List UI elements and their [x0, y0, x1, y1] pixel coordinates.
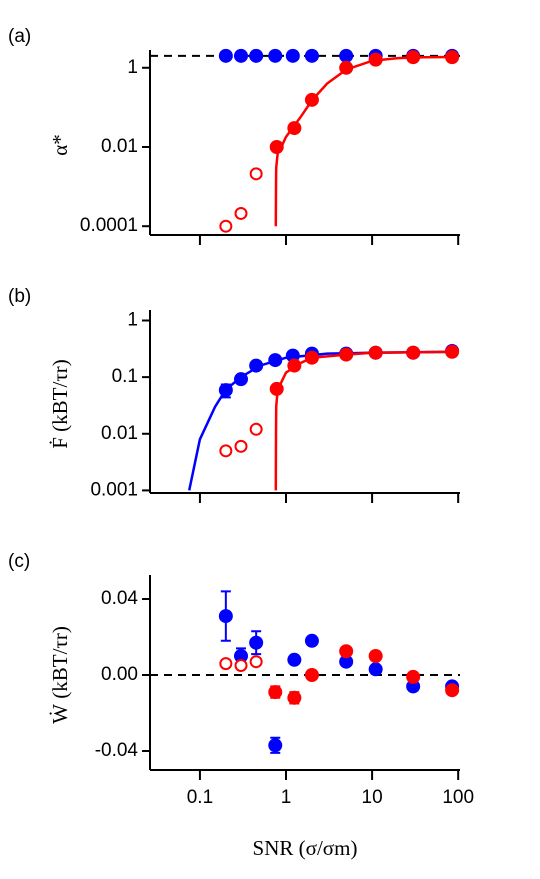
y-tick-label: 0.01 [101, 423, 138, 444]
x-tick-label: 100 [442, 787, 474, 808]
y-tick-label: 0.001 [90, 479, 138, 500]
data-point [249, 422, 263, 436]
data-point [445, 683, 460, 698]
data-point [304, 633, 319, 648]
y-tick-label: 0.01 [101, 136, 138, 157]
data-point [368, 649, 383, 663]
fit-curve [274, 55, 455, 227]
data-point [219, 657, 233, 671]
data-point [268, 738, 283, 753]
data-point [249, 167, 263, 181]
data-point [304, 350, 319, 365]
data-point [234, 206, 248, 220]
y-axis-label: α* [48, 134, 72, 156]
data-point [268, 48, 283, 63]
data-point [339, 48, 354, 63]
y-tick-label: -0.04 [95, 740, 139, 761]
data-point [339, 347, 354, 362]
data-point [218, 383, 233, 398]
y-axis-label: Ḟ (kBT/τr) [48, 359, 72, 449]
panel-label: (a) [8, 26, 31, 47]
data-point [234, 48, 249, 63]
data-point [249, 655, 263, 669]
data-point [234, 659, 248, 672]
data-point [445, 50, 460, 65]
y-tick-label: 0.04 [101, 588, 138, 609]
data-point [268, 685, 283, 700]
data-point [339, 654, 354, 669]
data-point [445, 344, 460, 359]
x-tick-label: 0.1 [187, 787, 213, 808]
data-point [249, 48, 264, 63]
data-point [304, 48, 319, 63]
data-point [368, 345, 383, 360]
fit-curve [187, 350, 459, 491]
data-point [234, 439, 248, 453]
y-tick-label: 0.00 [101, 664, 138, 685]
data-point [285, 48, 300, 63]
data-point [368, 52, 383, 67]
data-point [304, 668, 319, 682]
data-point [339, 60, 354, 75]
data-point [406, 669, 421, 684]
data-point [406, 345, 421, 360]
data-point [218, 609, 233, 624]
y-tick-label: 0.0001 [80, 215, 138, 236]
y-axis-label: Ẇ (kBT/τr) [48, 626, 72, 724]
data-point [269, 139, 284, 154]
x-tick-label: 10 [362, 787, 383, 808]
data-point [287, 652, 302, 667]
data-point [339, 644, 354, 659]
data-point [268, 353, 283, 368]
data-point [269, 381, 284, 396]
x-tick-label: 1 [281, 787, 292, 808]
data-point [218, 48, 233, 63]
data-point [406, 50, 421, 65]
panel-label: (b) [8, 286, 31, 307]
data-point [249, 635, 264, 650]
y-tick-label: 1 [127, 57, 138, 78]
data-point [249, 358, 264, 373]
x-axis-label: SNR (σ/σm) [253, 836, 358, 860]
panel-label: (c) [8, 551, 30, 572]
data-point [287, 690, 302, 705]
data-point [234, 372, 249, 387]
data-point [304, 92, 319, 107]
data-point [234, 649, 249, 663]
y-tick-label: 1 [127, 310, 138, 331]
data-point [219, 444, 233, 458]
data-point [368, 662, 383, 677]
data-point [287, 121, 302, 136]
y-tick-label: 0.1 [112, 366, 138, 387]
data-point [219, 219, 233, 233]
data-point [287, 358, 302, 373]
fit-curve [274, 350, 459, 491]
